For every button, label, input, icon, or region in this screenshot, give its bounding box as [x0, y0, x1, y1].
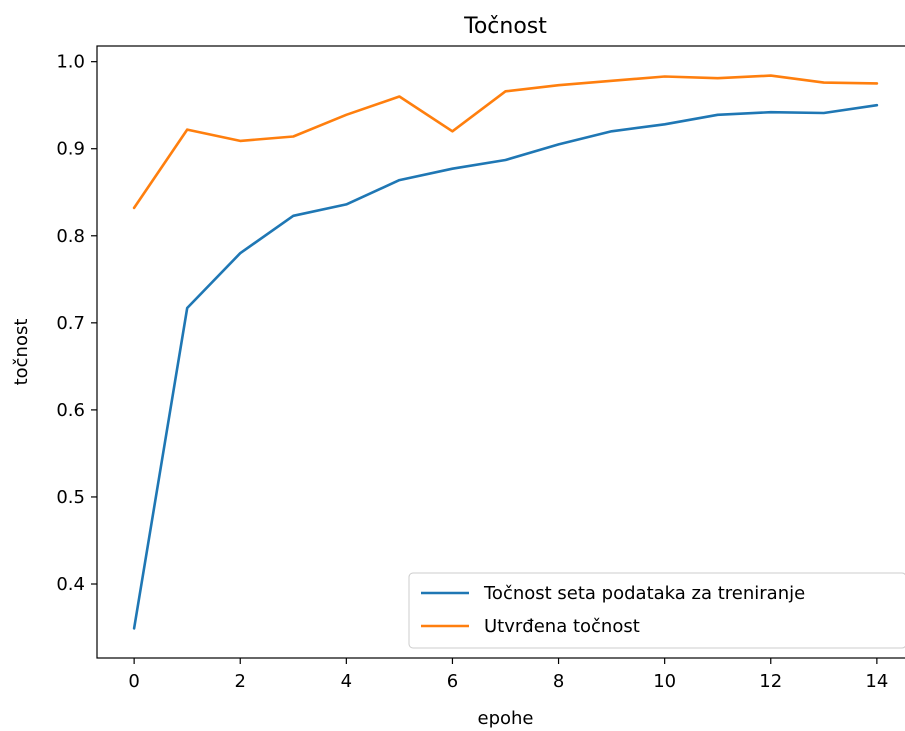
series-line-2 — [132, 74, 879, 210]
y-tick-label: 0.4 — [56, 574, 85, 595]
x-tick-label: 6 — [447, 671, 458, 692]
series-line-1 — [132, 103, 879, 630]
x-tick-label: 0 — [128, 671, 139, 692]
x-tick-label: 2 — [235, 671, 246, 692]
x-axis-ticks: 0 2 4 6 8 10 12 14 — [128, 658, 888, 692]
y-tick-label: 0.9 — [56, 139, 85, 160]
y-tick-label: 0.6 — [56, 400, 85, 421]
legend-box — [408, 572, 905, 649]
y-axis-label: točnost — [11, 319, 32, 386]
y-tick-label: 0.7 — [56, 313, 85, 334]
x-tick-label: 10 — [653, 671, 676, 692]
x-tick-label: 4 — [341, 671, 352, 692]
x-tick-label: 8 — [553, 671, 564, 692]
y-tick-label: 1.0 — [56, 52, 85, 73]
y-tick-label: 0.5 — [56, 487, 85, 508]
legend: Točnost seta podataka za treniranje Utvrđ… — [408, 572, 905, 649]
x-tick-label: 12 — [759, 671, 782, 692]
legend-label-1: Točnost seta podataka za treniranje — [483, 583, 805, 604]
x-axis-label: epohe — [478, 708, 534, 729]
y-tick-label: 0.8 — [56, 226, 85, 247]
chart-title: Točnost — [463, 14, 547, 39]
plot-lines — [132, 74, 879, 630]
legend-label-2: Utvrđena točnost — [484, 616, 640, 637]
plot-frame — [96, 45, 905, 659]
x-tick-label: 14 — [865, 671, 888, 692]
y-axis-ticks: 0.4 0.5 0.6 0.7 0.8 0.9 1.0 — [56, 52, 97, 595]
